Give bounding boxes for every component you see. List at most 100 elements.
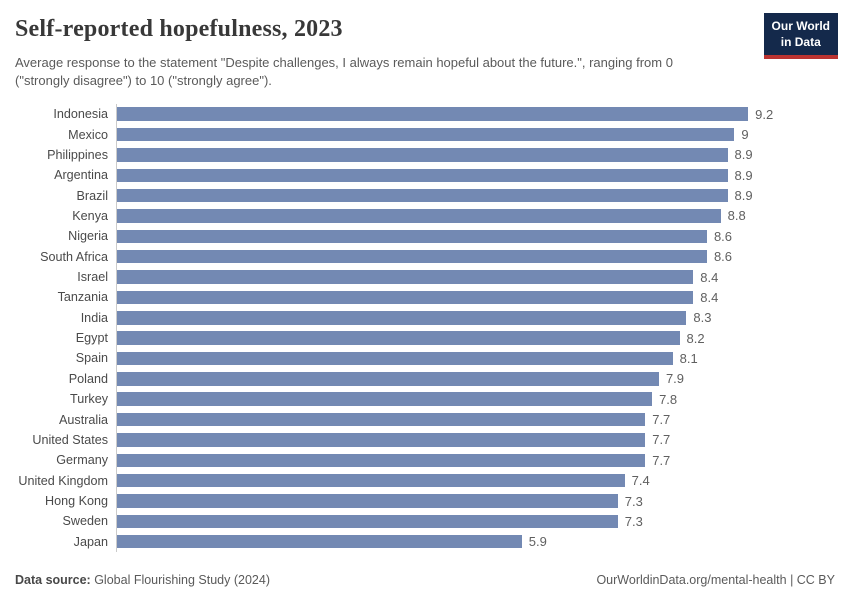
country-label[interactable]: Turkey	[69, 392, 108, 407]
value-bar[interactable]	[117, 534, 522, 549]
bar-cell: 8.9	[116, 144, 835, 166]
chart-row[interactable]: Nigeria 8.6	[15, 226, 835, 247]
bar-cell: 8.1	[116, 348, 835, 369]
bar-cell: 8.4	[116, 266, 835, 288]
chart-row[interactable]: Spain 8.1	[15, 348, 835, 369]
chart-row[interactable]: United Kingdom 7.4	[15, 470, 835, 491]
bar-chart: Indonesia 9.2 Mexico 9 Philippines 8.9 Argenti…	[15, 104, 835, 552]
chart-row[interactable]: Germany 7.7	[15, 450, 835, 471]
value-bar[interactable]	[117, 392, 653, 406]
country-label[interactable]: India	[80, 310, 108, 325]
country-label[interactable]: Poland	[68, 371, 108, 386]
value-label: 8.9	[734, 188, 753, 204]
chart-row[interactable]: Turkey 7.8	[15, 389, 835, 410]
data-source-value: Global Flourishing Study (2024)	[90, 573, 270, 587]
chart-row[interactable]: Indonesia 9.2	[15, 104, 835, 125]
value-label: 7.8	[659, 391, 678, 407]
country-label[interactable]: Germany	[56, 453, 108, 468]
value-bar[interactable]	[117, 473, 625, 488]
bar-cell: 8.8	[116, 205, 835, 227]
value-label: 7.3	[624, 493, 643, 509]
value-bar[interactable]	[117, 311, 687, 325]
bar-cell: 7.7	[116, 450, 835, 471]
value-bar[interactable]	[117, 514, 618, 529]
chart-row[interactable]: United States 7.7	[15, 429, 835, 451]
chart-title: Self-reported hopefulness, 2023	[15, 16, 343, 42]
value-bar[interactable]	[117, 494, 618, 508]
value-label: 5.9	[528, 534, 547, 550]
bar-cell: 7.7	[116, 429, 835, 451]
chart-row[interactable]: Poland 7.9	[15, 368, 835, 390]
value-label: 8.4	[700, 289, 719, 305]
value-bar[interactable]	[117, 188, 728, 203]
country-label[interactable]: Israel	[77, 270, 108, 285]
country-label[interactable]: Indonesia	[53, 107, 108, 122]
chart-row[interactable]: Hong Kong 7.3	[15, 490, 835, 512]
chart-row[interactable]: Egypt 8.2	[15, 327, 835, 349]
data-source-label: Data source:	[15, 573, 91, 587]
chart-row[interactable]: Brazil 8.9	[15, 185, 835, 206]
chart-row[interactable]: South Africa 8.6	[15, 246, 835, 267]
owid-logo-line1: Our World	[771, 19, 830, 33]
country-label[interactable]: Argentina	[54, 168, 108, 183]
chart-row[interactable]: Japan 5.9	[15, 531, 835, 552]
country-label[interactable]: Philippines	[47, 147, 108, 162]
value-label: 9.2	[755, 106, 774, 122]
chart-row[interactable]: Israel 8.4	[15, 266, 835, 288]
value-label: 8.6	[713, 228, 733, 244]
value-bar[interactable]	[117, 433, 646, 447]
country-label[interactable]: Japan	[73, 534, 108, 549]
bar-cell: 8.3	[116, 307, 835, 328]
value-bar[interactable]	[117, 127, 735, 142]
value-bar[interactable]	[117, 249, 707, 264]
country-label[interactable]: Tanzania	[57, 290, 108, 305]
country-label[interactable]: South Africa	[40, 249, 108, 264]
country-label[interactable]: Mexico	[68, 127, 108, 142]
chart-row[interactable]: Tanzania 8.4	[15, 287, 835, 308]
country-label[interactable]: Brazil	[76, 188, 109, 203]
chart-row[interactable]: Sweden 7.3	[15, 511, 835, 532]
country-label[interactable]: United States	[32, 432, 108, 447]
bar-cell: 8.2	[116, 327, 835, 349]
value-label: 8.6	[713, 249, 733, 265]
value-label: 7.7	[652, 432, 671, 448]
value-label: 8.3	[693, 310, 712, 326]
country-label[interactable]: Kenya	[72, 208, 108, 223]
chart-subtitle: Average response to the statement "Despi…	[15, 55, 673, 89]
value-label: 9	[741, 127, 749, 143]
value-bar[interactable]	[117, 270, 694, 284]
country-label[interactable]: Sweden	[62, 514, 108, 529]
value-bar[interactable]	[117, 229, 707, 244]
chart-row[interactable]: Australia 7.7	[15, 409, 835, 430]
owid-logo: Our World in Data	[763, 13, 838, 60]
chart-row[interactable]: Argentina 8.9	[15, 165, 835, 186]
country-label[interactable]: Australia	[59, 412, 108, 427]
chart-row[interactable]: Kenya 8.8	[15, 205, 835, 227]
value-bar[interactable]	[117, 372, 659, 386]
chart-row[interactable]: Philippines 8.9	[15, 144, 835, 166]
value-bar[interactable]	[117, 453, 646, 468]
country-label[interactable]: United Kingdom	[18, 473, 108, 488]
value-bar[interactable]	[117, 331, 680, 345]
country-label[interactable]: Egypt	[75, 331, 108, 346]
bar-cell: 7.8	[116, 389, 835, 410]
value-label: 8.8	[727, 208, 746, 224]
value-label: 8.2	[686, 330, 705, 346]
value-bar[interactable]	[117, 209, 721, 223]
country-label[interactable]: Hong Kong	[44, 494, 108, 508]
value-bar[interactable]	[117, 290, 694, 305]
bar-cell: 7.4	[116, 470, 835, 491]
bar-cell: 7.7	[116, 409, 835, 430]
value-bar[interactable]	[117, 351, 673, 366]
chart-row[interactable]: Mexico 9	[15, 124, 835, 145]
chart-row[interactable]: India 8.3	[15, 307, 835, 328]
value-bar[interactable]	[117, 412, 646, 427]
country-label[interactable]: Nigeria	[68, 229, 108, 244]
value-bar[interactable]	[117, 148, 728, 162]
value-bar[interactable]	[117, 168, 728, 182]
country-label[interactable]: Spain	[75, 351, 108, 366]
value-label: 7.4	[631, 473, 650, 489]
bar-cell: 7.3	[116, 511, 835, 532]
value-bar[interactable]	[117, 107, 749, 121]
value-label: 7.7	[652, 452, 671, 468]
